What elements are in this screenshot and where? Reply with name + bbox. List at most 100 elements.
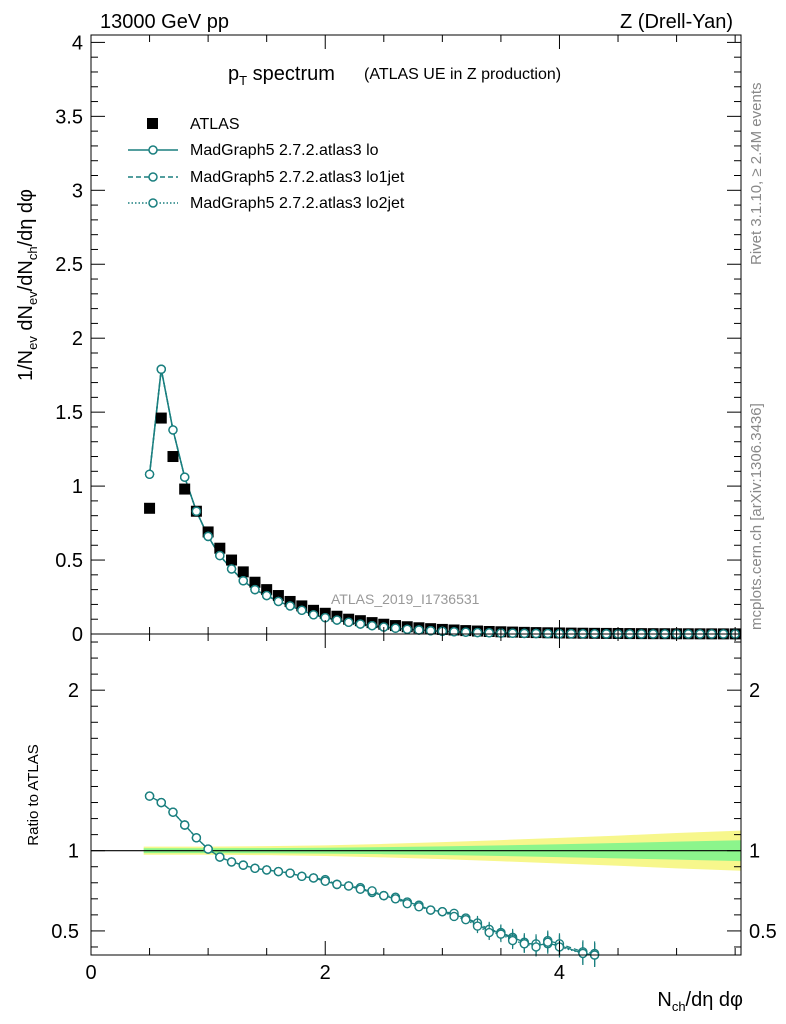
legend-marker-lo1jet xyxy=(148,172,158,182)
legend-marker-atlas xyxy=(147,118,158,129)
ratio-ytick-label: 0.5 xyxy=(51,921,79,943)
mc-point-ratio-2 xyxy=(343,881,354,891)
analysis-watermark: ATLAS_2019_I1736531 xyxy=(331,591,480,607)
main-ytick-label: 1 xyxy=(72,476,83,498)
header-energy-label: 13000 GeV pp xyxy=(100,11,229,33)
mc-point-ratio-2 xyxy=(226,857,237,867)
ratio-panel-frame xyxy=(90,633,742,956)
atlas-data-point xyxy=(249,576,261,588)
main-ytick-label: 2.5 xyxy=(55,254,83,276)
main-ytick-label: 4 xyxy=(72,32,83,54)
mc-point-main-2 xyxy=(203,531,213,542)
mc-point-ratio-2 xyxy=(367,886,377,896)
mc-point-main-2 xyxy=(402,624,412,634)
mc-point-main-2 xyxy=(531,628,541,639)
ratio-xtick-label: 0 xyxy=(85,962,96,984)
main-ytick-label: 0.5 xyxy=(55,550,83,572)
svg-text:pT spectrum: pT spectrum xyxy=(228,63,335,88)
mc-curve-ratio-1 xyxy=(149,795,595,955)
mc-point-ratio-2 xyxy=(215,852,225,862)
mc-point-ratio-2 xyxy=(461,914,471,925)
mc-point-ratio-2 xyxy=(414,902,424,912)
main-panel-frame xyxy=(90,34,742,635)
legend-label-atlas: ATLAS xyxy=(190,116,240,133)
header-process-label: Z (Drell-Yan) xyxy=(620,11,733,33)
mc-point-main-2 xyxy=(472,627,483,638)
ratio-xtick-label: 4 xyxy=(554,962,565,984)
ratio-ytick-label-right: 2 xyxy=(749,680,760,702)
mc-point-main-2 xyxy=(226,564,237,574)
title-paren: (ATLAS UE in Z production) xyxy=(364,66,561,83)
mc-point-ratio-2 xyxy=(531,942,541,952)
mc-point-ratio-2 xyxy=(496,929,506,939)
mc-point-main-2 xyxy=(297,605,307,616)
atlas-data-point xyxy=(261,584,273,596)
mc-point-ratio-2 xyxy=(402,898,412,909)
mc-point-main-2 xyxy=(191,506,202,516)
mc-point-main-2 xyxy=(261,590,272,601)
mc-point-main-2 xyxy=(238,576,248,586)
mc-point-main-2 xyxy=(273,596,284,607)
mc-point-main-2 xyxy=(156,364,166,374)
x-axis-label: Nch/dη dφ xyxy=(657,989,743,1014)
atlas-data-point xyxy=(167,451,179,463)
mc-point-main-2 xyxy=(179,472,190,482)
atlas-data-point xyxy=(237,566,249,578)
ratio-panel: 0.5 0.5 1 1 2 2 0 2 4 xyxy=(51,633,777,984)
y-axis-label-main: 1/Nev dNev/dNch/dη dφ xyxy=(15,189,40,381)
mc-point-main-2 xyxy=(367,621,377,631)
mc-point-main-2 xyxy=(285,601,295,611)
mc-point-main-2 xyxy=(332,615,342,625)
atlas-data-point xyxy=(179,483,191,495)
mc-point-ratio-2 xyxy=(507,935,518,946)
mc-point-ratio-2 xyxy=(156,797,166,808)
mc-point-main-2 xyxy=(414,625,424,635)
mc-point-ratio-2 xyxy=(144,791,155,801)
legend-label-lo1jet: MadGraph5 2.7.2.atlas3 lo1jet xyxy=(190,169,405,186)
plot-title: pT spectrum (ATLAS UE in Z production) xyxy=(228,63,561,88)
mc-point-main-2 xyxy=(519,628,530,639)
mc-point-main-2 xyxy=(215,550,225,561)
mc-point-ratio-2 xyxy=(250,863,260,874)
main-ytick-label: 1.5 xyxy=(55,402,83,424)
mc-point-main-2 xyxy=(144,469,155,479)
legend-marker-lo xyxy=(148,145,158,155)
mc-point-ratio-2 xyxy=(449,911,459,922)
atlas-data-point xyxy=(226,554,238,566)
atlas-data-point xyxy=(272,590,284,602)
mc-point-ratio-2 xyxy=(273,866,284,877)
atlas-data-point xyxy=(144,502,156,514)
main-ytick-label: 0 xyxy=(72,624,83,646)
mc-point-main-2 xyxy=(168,425,178,435)
ratio-ytick-label-right: 1 xyxy=(749,841,760,863)
y-axis-label-ratio: Ratio to ATLAS xyxy=(25,744,42,845)
mc-point-ratio-2 xyxy=(390,894,401,904)
mc-point-ratio-2 xyxy=(332,879,342,890)
title-suffix: spectrum xyxy=(247,63,335,85)
title-sub: T xyxy=(239,73,247,88)
mc-point-ratio-2 xyxy=(238,860,248,870)
mc-point-main-2 xyxy=(484,628,494,638)
main-panel: 0 0.5 1 1.5 2 2.5 3 3.5 4 xyxy=(55,32,742,646)
mc-point-main-2 xyxy=(507,628,518,638)
ratio-xtick-label: 2 xyxy=(320,962,331,984)
mc-point-main-2 xyxy=(390,623,401,633)
ratio-ytick-label: 2 xyxy=(68,680,79,702)
mc-point-ratio-2 xyxy=(543,937,553,947)
legend-marker-lo2jet xyxy=(148,198,158,208)
mc-point-ratio-2 xyxy=(285,868,295,878)
mc-point-ratio-2 xyxy=(437,906,448,917)
legend-label-lo2jet: MadGraph5 2.7.2.atlas3 lo2jet xyxy=(190,195,405,212)
mc-point-ratio-2 xyxy=(355,884,366,894)
title-prefix: p xyxy=(228,63,239,85)
mc-point-ratio-2 xyxy=(191,833,202,843)
mc-point-main-2 xyxy=(343,617,354,628)
mc-curve-ratio-0 xyxy=(149,795,595,956)
mc-point-ratio-2 xyxy=(578,948,588,959)
mc-point-ratio-2 xyxy=(179,820,190,830)
mc-point-ratio-2 xyxy=(297,871,307,882)
mc-point-ratio-2 xyxy=(320,876,330,886)
mc-point-ratio-2 xyxy=(168,807,178,817)
mc-point-main-2 xyxy=(461,627,471,637)
